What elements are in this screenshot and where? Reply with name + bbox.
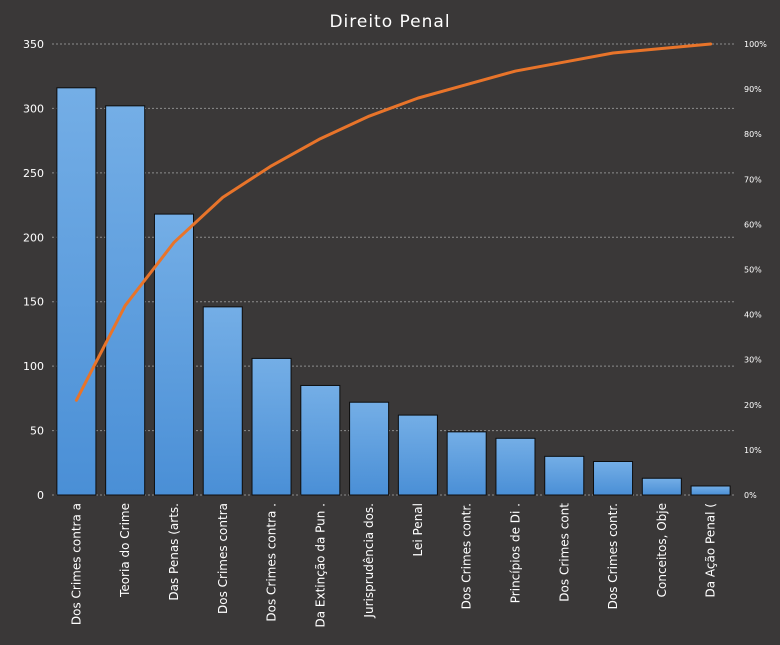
y-tick-label: 0 (37, 489, 44, 502)
y2-tick-label: 60% (744, 220, 762, 229)
y-tick-label: 100 (23, 360, 44, 373)
y-tick-label: 200 (23, 231, 44, 244)
y2-tick-label: 10% (744, 446, 762, 455)
bar (594, 461, 633, 495)
x-tick-label: Teoria do Crime (118, 503, 132, 598)
y2-tick-label: 90% (744, 85, 762, 94)
bar (106, 106, 145, 495)
y2-tick-label: 50% (744, 266, 762, 275)
y2-tick-label: 30% (744, 356, 762, 365)
x-tick-label: Princípios de Di . (508, 503, 522, 603)
x-tick-label: Da Extinção da Pun . (313, 503, 327, 628)
y2-tick-label: 70% (744, 175, 762, 184)
x-tick-label: Dos Crimes contr. (606, 503, 620, 609)
chart-title: Direito Penal (329, 12, 450, 32)
x-tick-label: Da Ação Penal ( (704, 503, 718, 598)
y-tick-label: 250 (23, 167, 44, 180)
y2-tick-label: 0% (744, 491, 757, 500)
bar (252, 358, 291, 495)
y-tick-label: 150 (23, 296, 44, 309)
y-tick-label: 50 (30, 425, 44, 438)
bar (350, 402, 389, 495)
x-tick-label: Dos Crimes contra a (69, 503, 83, 625)
y-axis-right: 0% 10% 20% 30% 40% 50% 60% 70% 80% 90% 100% (744, 40, 767, 500)
bar (642, 478, 681, 495)
y-tick-label: 350 (23, 38, 44, 51)
y2-tick-label: 20% (744, 401, 762, 410)
x-tick-label: Jurisprudência dos. (362, 503, 376, 619)
bar (496, 438, 535, 495)
bar (57, 88, 96, 495)
bar (203, 307, 242, 495)
x-tick-label: Dos Crimes contr. (460, 503, 474, 609)
x-tick-label: Dos Crimes contra . (265, 503, 279, 622)
bar (447, 432, 486, 495)
y2-tick-label: 100% (744, 40, 767, 49)
bars (57, 88, 730, 495)
x-tick-label: Lei Penal (411, 503, 425, 557)
x-tick-label: Dos Crimes contra (216, 503, 230, 614)
y-axis-left: 0 50 100 150 200 250 300 350 (23, 38, 44, 502)
x-axis: Dos Crimes contra a Teoria do Crime Das Pe… (69, 503, 717, 628)
bar (398, 415, 437, 495)
bar (691, 486, 730, 495)
bar (545, 456, 584, 495)
bar (154, 214, 193, 495)
y-tick-label: 300 (23, 102, 44, 115)
bar (301, 385, 340, 495)
x-tick-label: Dos Crimes cont (557, 503, 571, 602)
x-tick-label: Das Penas (arts. (167, 503, 181, 601)
y2-tick-label: 80% (744, 130, 762, 139)
y2-tick-label: 40% (744, 311, 762, 320)
x-tick-label: Conceitos, Obje (655, 503, 669, 597)
